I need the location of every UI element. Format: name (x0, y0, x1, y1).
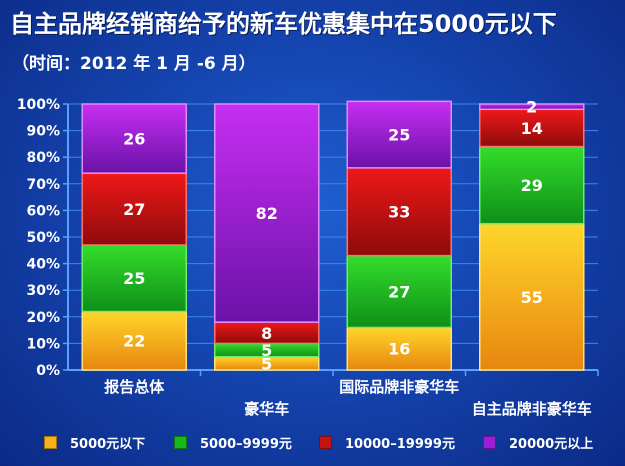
legend-label: 5000元以下 (70, 436, 146, 452)
data-label: 25 (123, 269, 145, 288)
data-label: 22 (123, 332, 145, 351)
bar-segment (346, 167, 452, 257)
bar-segment (81, 103, 187, 174)
legend: 5000元以下 5000–9999元 10000–19999元 20000元以上 (0, 430, 625, 454)
data-label: 26 (123, 130, 145, 149)
legend-swatch-icon (174, 435, 187, 449)
y-tick-label: 50% (26, 230, 60, 246)
data-label: 82 (256, 204, 278, 223)
x-tick-label: 自主品牌非豪华车 (472, 400, 592, 418)
y-tick-label: 0% (36, 363, 60, 379)
x-tick-label: 报告总体 (104, 378, 165, 396)
legend-item: 5000–9999元 (174, 430, 292, 454)
bar-segment (214, 103, 320, 323)
legend-item: 5000元以下 (44, 430, 145, 454)
bars (81, 100, 585, 371)
y-tick-label: 90% (26, 124, 60, 140)
bar-segment (346, 100, 452, 169)
bar-segment (479, 145, 585, 225)
y-tick-label: 40% (26, 257, 60, 273)
data-label: 29 (521, 176, 543, 195)
stacked-bar-chart: 0% 10% 20% 30% 40% 50% 60% 70% 80% 90% 100% 报告总体豪华车… (17, 97, 599, 418)
y-tick-label: 80% (26, 150, 60, 166)
bar-segment (479, 222, 585, 371)
data-label: 25 (388, 126, 410, 145)
legend-item: 20000元以上 (483, 430, 593, 454)
data-label: 27 (388, 283, 410, 302)
y-tick-label: 60% (26, 203, 60, 219)
data-label: 55 (521, 288, 543, 307)
legend-label: 5000–9999元 (200, 436, 292, 452)
bar-segment (346, 326, 452, 371)
bar-segment (346, 254, 452, 329)
data-label: 5 (261, 341, 272, 360)
data-label: 27 (123, 200, 145, 219)
data-label: 14 (521, 119, 543, 138)
y-tick-label: 20% (26, 310, 60, 326)
x-tick-label: 国际品牌非豪华车 (339, 378, 459, 396)
bar-segment (479, 108, 585, 148)
x-tick-label: 豪华车 (244, 400, 289, 418)
legend-label: 20000元以上 (509, 436, 594, 452)
bar-segment (479, 103, 585, 111)
legend-item: 10000–19999元 (319, 430, 455, 454)
data-label: 33 (388, 203, 410, 222)
bar-segment (81, 310, 187, 371)
data-label: 8 (261, 324, 272, 343)
chart-title: 自主品牌经销商给予的新车优惠集中在5000元以下 (10, 10, 557, 38)
data-label: 5 (261, 354, 272, 373)
chart-subtitle: （时间：2012 年 1 月 -6 月） (12, 54, 256, 74)
legend-swatch-icon (44, 435, 57, 449)
legend-label: 10000–19999元 (345, 436, 455, 452)
y-tick-label: 10% (26, 336, 60, 352)
data-label: 16 (388, 340, 410, 359)
y-tick-label: 70% (26, 177, 60, 193)
bar-segment (81, 172, 187, 246)
y-tick-label: 100% (17, 97, 60, 113)
y-tick-label: 30% (26, 283, 60, 299)
legend-swatch-icon (319, 435, 332, 449)
legend-swatch-icon (483, 435, 496, 449)
data-label: 2 (526, 98, 537, 117)
